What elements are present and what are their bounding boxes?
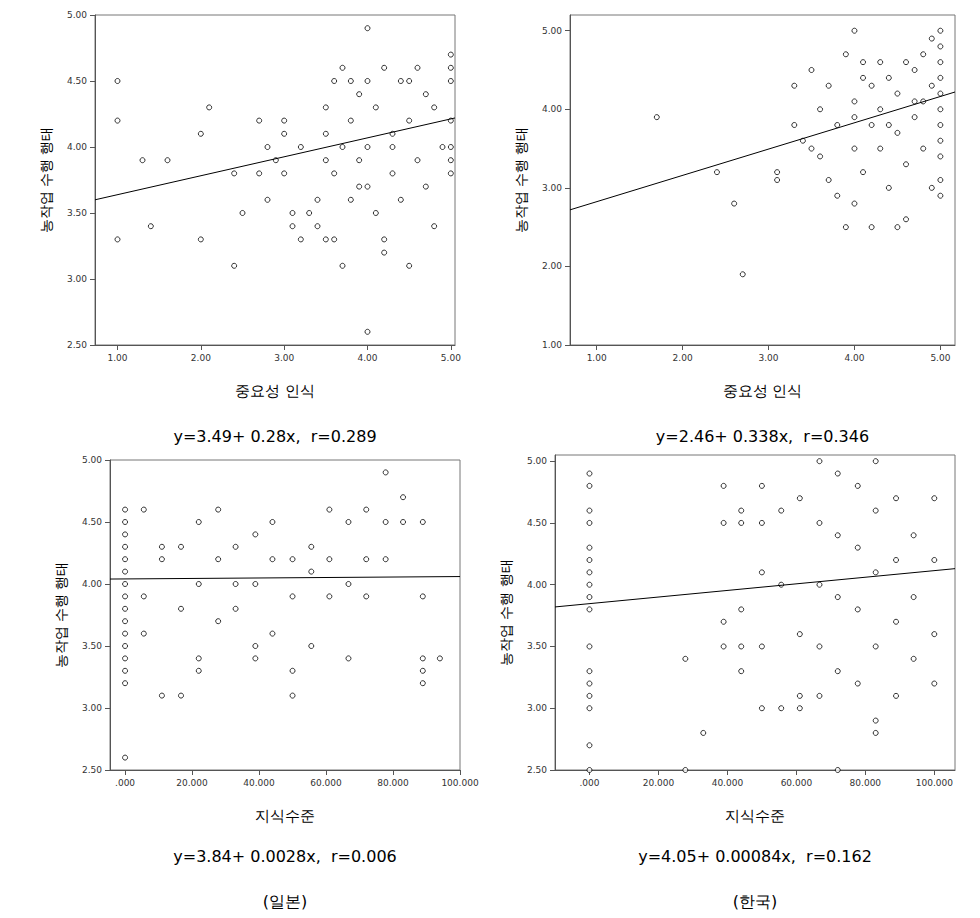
svg-text:20.000: 20.000 [176,778,208,788]
svg-text:2.00: 2.00 [191,353,211,363]
svg-text:100.000: 100.000 [916,778,953,788]
svg-text:3.00: 3.00 [67,274,87,284]
svg-text:3.50: 3.50 [67,208,87,218]
svg-text:1.00: 1.00 [587,353,607,363]
svg-text:80.000: 80.000 [850,778,882,788]
svg-text:100.000: 100.000 [441,778,478,788]
svg-text:y=2.46+ 0.338x, r=0.346: y=2.46+ 0.338x, r=0.346 [656,427,869,446]
svg-text:지식수준: 지식수준 [255,807,315,825]
svg-text:4.50: 4.50 [527,518,547,528]
svg-text:중요성 인식: 중요성 인식 [235,382,315,400]
svg-text:60.000: 60.000 [310,778,342,788]
svg-text:(한국): (한국) [733,892,777,911]
svg-text:2.00: 2.00 [673,353,693,363]
svg-text:y=3.49+ 0.28x, r=0.289: y=3.49+ 0.28x, r=0.289 [173,427,376,446]
svg-text:3.00: 3.00 [527,703,547,713]
svg-text:2.50: 2.50 [82,765,102,775]
svg-text:4.50: 4.50 [82,517,102,527]
svg-text:4.00: 4.00 [542,104,562,114]
svg-text:3.00: 3.00 [274,353,294,363]
svg-text:2.50: 2.50 [527,765,547,775]
svg-text:5.00: 5.00 [67,10,87,20]
svg-text:.000: .000 [579,778,599,788]
svg-text:4.50: 4.50 [67,76,87,86]
svg-text:5.00: 5.00 [441,353,461,363]
svg-text:3.00: 3.00 [542,183,562,193]
svg-text:농작업 수행 행태: 농작업 수행 행태 [53,562,69,669]
svg-text:(일본): (일본) [263,892,307,911]
svg-text:5.00: 5.00 [527,456,547,466]
svg-text:20.000: 20.000 [643,778,675,788]
svg-text:2.00: 2.00 [542,261,562,271]
svg-text:4.00: 4.00 [527,580,547,590]
svg-text:.000: .000 [115,778,135,788]
svg-text:y=3.84+ 0.0028x, r=0.006: y=3.84+ 0.0028x, r=0.006 [173,847,397,866]
svg-text:5.00: 5.00 [542,26,562,36]
svg-text:4.00: 4.00 [357,353,377,363]
svg-text:3.50: 3.50 [82,641,102,651]
svg-text:3.50: 3.50 [527,641,547,651]
svg-text:농작업 수행 행태: 농작업 수행 행태 [513,127,529,234]
svg-text:5.00: 5.00 [930,353,950,363]
svg-text:40.000: 40.000 [243,778,275,788]
svg-text:5.00: 5.00 [82,455,102,465]
svg-text:4.00: 4.00 [844,353,864,363]
svg-text:3.00: 3.00 [758,353,778,363]
svg-text:1.00: 1.00 [107,353,127,363]
svg-text:y=4.05+ 0.00084x, r=0.162: y=4.05+ 0.00084x, r=0.162 [638,847,872,866]
svg-text:40.000: 40.000 [712,778,744,788]
svg-text:3.00: 3.00 [82,703,102,713]
svg-text:60.000: 60.000 [781,778,813,788]
svg-text:4.00: 4.00 [67,142,87,152]
svg-text:2.50: 2.50 [67,340,87,350]
svg-text:4.00: 4.00 [82,579,102,589]
svg-text:80.000: 80.000 [377,778,409,788]
svg-text:1.00: 1.00 [542,340,562,350]
svg-text:농작업 수행 행태: 농작업 수행 행태 [498,559,514,666]
svg-text:지식수준: 지식수준 [725,807,785,825]
svg-text:농작업 수행 행태: 농작업 수행 행태 [38,127,54,234]
svg-text:중요성 인식: 중요성 인식 [723,382,803,400]
